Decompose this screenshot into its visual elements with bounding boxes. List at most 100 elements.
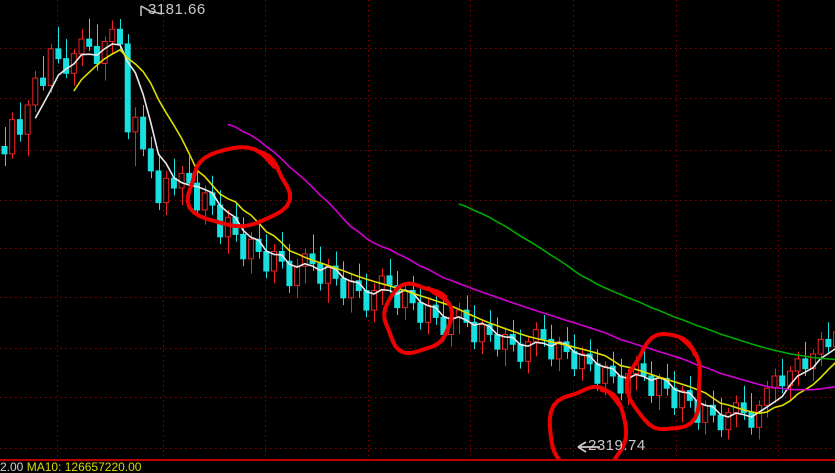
candle-body (579, 353, 585, 370)
circle-1 (185, 145, 292, 229)
candle-body (63, 58, 70, 74)
candle-body (748, 412, 755, 428)
candlestick-chart-area[interactable] (0, 0, 835, 459)
candle-body (817, 338, 824, 355)
panel-separator (0, 459, 835, 461)
candle-body (324, 265, 331, 284)
volume-ma-value: 126657220.00 (64, 461, 142, 473)
candle-body (525, 341, 532, 362)
candle-body (55, 48, 62, 60)
candle-body (155, 170, 162, 204)
candle-body (548, 338, 555, 360)
candle-body (517, 343, 524, 362)
moving-average-lines (34, 43, 835, 418)
candle-body (540, 329, 547, 340)
candle-body (779, 375, 786, 387)
low-price-annotation-label: 2319.74 (588, 437, 646, 454)
candle-body (371, 290, 378, 311)
candle-body (810, 353, 816, 370)
candle-body (763, 387, 770, 406)
candle-body (401, 290, 408, 309)
ma-line-ma5 (34, 43, 835, 418)
candle-body (640, 363, 647, 377)
low-price-value: 2319.74 (588, 437, 646, 454)
ma-line-ma10 (73, 48, 835, 415)
candle-body (825, 338, 832, 348)
chart-svg (0, 0, 835, 459)
candle-body (717, 414, 724, 431)
candle-body (147, 148, 154, 172)
candle-body (101, 41, 108, 64)
volume-ma-label: MA10: (26, 461, 62, 473)
candle-body (340, 277, 347, 299)
candle-body (463, 309, 470, 323)
candle-body (263, 250, 270, 272)
candle-body (425, 304, 431, 323)
volume-panel: 2.00 MA10: 126657220.00 (0, 461, 835, 473)
candle-body (255, 238, 262, 252)
candle-body (740, 402, 747, 414)
candle-body (194, 182, 200, 211)
ma-line-ma60 (458, 203, 835, 361)
candle-body (617, 375, 624, 394)
candlestick-layer (1, 18, 835, 440)
circle-2 (382, 281, 454, 356)
candle-body (109, 28, 116, 43)
candle-body (386, 275, 393, 287)
candle-body (802, 358, 809, 370)
candle-body (132, 116, 139, 133)
low-price-leader-arrow-icon (577, 441, 600, 453)
candle-body (656, 377, 662, 397)
candle-body (16, 119, 23, 135)
candle-body (502, 333, 508, 350)
ma-line-ma30 (227, 123, 835, 391)
candle-body (247, 238, 254, 260)
candle-body (40, 77, 46, 86)
candle-body (571, 351, 578, 370)
grid-layer (0, 0, 835, 459)
high-price-leader-arrow-icon (140, 5, 163, 16)
candle-body (394, 285, 401, 309)
volume-ma-readout: 2.00 MA10: 126657220.00 (0, 461, 141, 473)
candle-body (348, 280, 354, 299)
candle-body (32, 77, 39, 106)
candle-body (1, 145, 8, 155)
candle-body (294, 265, 301, 287)
candle-body (278, 250, 285, 262)
candle-body (794, 358, 801, 372)
candle-body (140, 116, 147, 150)
candle-body (471, 321, 478, 343)
candle-body (771, 375, 778, 389)
candle-body (833, 331, 835, 348)
candle-body (478, 324, 485, 343)
candle-body (756, 404, 763, 428)
candle-body (240, 233, 247, 260)
candle-body (124, 43, 131, 133)
candle-body (417, 302, 424, 323)
candle-body (594, 363, 601, 384)
candle-body (163, 177, 170, 204)
candle-body (532, 329, 539, 343)
candle-body (224, 216, 231, 238)
high-price-value: 3181.66 (148, 1, 206, 18)
volume-prefix-value: 2.00 (0, 461, 24, 473)
candle-body (725, 412, 732, 431)
red-circle-annotations (140, 5, 702, 459)
candle-body (78, 38, 85, 55)
candle-body (648, 375, 655, 397)
candle-body (602, 365, 609, 384)
candle-body (301, 253, 308, 267)
candle-body (317, 263, 324, 284)
candle-body (24, 104, 31, 135)
candle-body (702, 404, 709, 423)
candle-body (271, 250, 277, 272)
candle-body (494, 333, 501, 350)
circle-3 (547, 384, 629, 459)
candle-body (286, 260, 293, 287)
circle-4 (625, 332, 702, 432)
candle-body (9, 119, 16, 155)
candle-body (117, 28, 123, 45)
candle-body (671, 387, 678, 409)
candle-body (363, 290, 370, 311)
